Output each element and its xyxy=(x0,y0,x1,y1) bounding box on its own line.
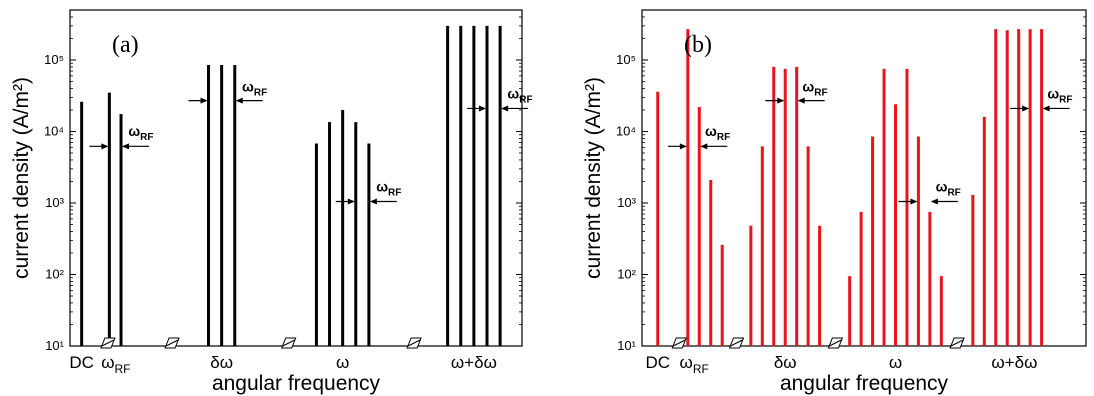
annotation-label-subscript: RF xyxy=(254,88,267,99)
category-label: δω xyxy=(774,353,797,372)
category-label: ω xyxy=(889,353,902,372)
panel-label: (b) xyxy=(684,32,712,58)
plot-frame xyxy=(641,9,1087,347)
x-axis-label: angular frequency xyxy=(212,372,381,395)
y-tick-label: 10² xyxy=(45,266,64,281)
category-label: ωRF xyxy=(680,353,709,376)
axis-break-slash xyxy=(829,339,842,347)
y-tick-label: 10⁴ xyxy=(44,123,64,138)
category-label-subscript: RF xyxy=(693,362,709,376)
annotation-arrowhead xyxy=(797,97,805,104)
annotation-label: ωRF xyxy=(376,178,401,198)
x-axis-label: angular frequency xyxy=(780,372,949,395)
category-label: DC xyxy=(69,353,94,372)
annotation-label-subscript: RF xyxy=(947,187,960,198)
y-tick-label: 10¹ xyxy=(45,338,64,353)
category-label: δω xyxy=(210,353,233,372)
annotation-arrowhead xyxy=(369,198,377,205)
axis-break-slash xyxy=(730,339,743,347)
annotation-label-subscript: RF xyxy=(519,94,532,105)
annotation-label: ωRF xyxy=(936,178,961,198)
y-tick-label: 10⁴ xyxy=(616,123,636,138)
y-axis-label: current density (A/m²) xyxy=(10,77,33,279)
category-label: ω xyxy=(336,353,349,372)
annotation-label: ωRF xyxy=(705,123,730,143)
annotation-label: ωRF xyxy=(242,79,267,99)
y-tick-label: 10³ xyxy=(617,195,636,210)
annotation-arrowhead xyxy=(101,143,109,150)
annotation-arrowhead xyxy=(1022,105,1030,112)
annotation-label: ωRF xyxy=(1047,85,1072,105)
annotation-arrowhead xyxy=(479,105,487,112)
annotation-label-subscript: RF xyxy=(717,132,730,143)
annotation-arrowhead xyxy=(347,198,355,205)
annotation-arrowhead xyxy=(122,143,130,150)
category-label-subscript: RF xyxy=(114,362,130,376)
y-axis-label: current density (A/m²) xyxy=(582,77,605,279)
category-label: ωRF xyxy=(101,353,130,376)
category-label: ω+δω xyxy=(451,353,497,372)
annotation-arrowhead xyxy=(777,97,785,104)
axis-break-slash xyxy=(282,339,295,347)
annotation-arrowhead xyxy=(679,143,687,150)
annotation-arrowhead xyxy=(910,198,918,205)
annotation-arrowhead xyxy=(700,143,708,150)
annotation-label-subscript: RF xyxy=(140,132,153,143)
y-tick-label: 10¹ xyxy=(617,338,636,353)
plot-frame xyxy=(69,9,523,347)
category-label: DC xyxy=(645,353,670,372)
axis-break-slash xyxy=(165,339,179,347)
axis-break-slash xyxy=(407,339,421,347)
y-tick-label: 10² xyxy=(617,266,636,281)
annotation-arrowhead xyxy=(930,198,938,205)
annotation-label-subscript: RF xyxy=(1059,94,1072,105)
annotation-label-subscript: RF xyxy=(814,88,827,99)
annotation-arrowhead xyxy=(1042,105,1050,112)
y-tick-label: 10⁵ xyxy=(44,52,64,67)
chart-panel-b: 10¹ 10² 10³ 10⁴ 10⁵ DC ωRF δω ω ω+δω ωRF ωRF ωRF ωRF (… xyxy=(582,9,1087,395)
annotation-label: ωRF xyxy=(802,79,827,99)
y-tick-label: 10³ xyxy=(45,195,64,210)
annotation-label-subscript: RF xyxy=(388,187,401,198)
panel-label: (a) xyxy=(112,32,139,58)
annotation-arrowhead xyxy=(501,105,509,112)
axis-break-slash xyxy=(950,339,964,347)
axis-break-slash xyxy=(673,339,686,347)
annotation-arrowhead xyxy=(200,97,208,104)
axis-break-slash xyxy=(101,339,115,347)
category-label: ω+δω xyxy=(991,353,1037,372)
y-tick-label: 10⁵ xyxy=(616,52,636,67)
annotation-label: ωRF xyxy=(128,123,153,143)
annotation-arrowhead xyxy=(235,97,243,104)
